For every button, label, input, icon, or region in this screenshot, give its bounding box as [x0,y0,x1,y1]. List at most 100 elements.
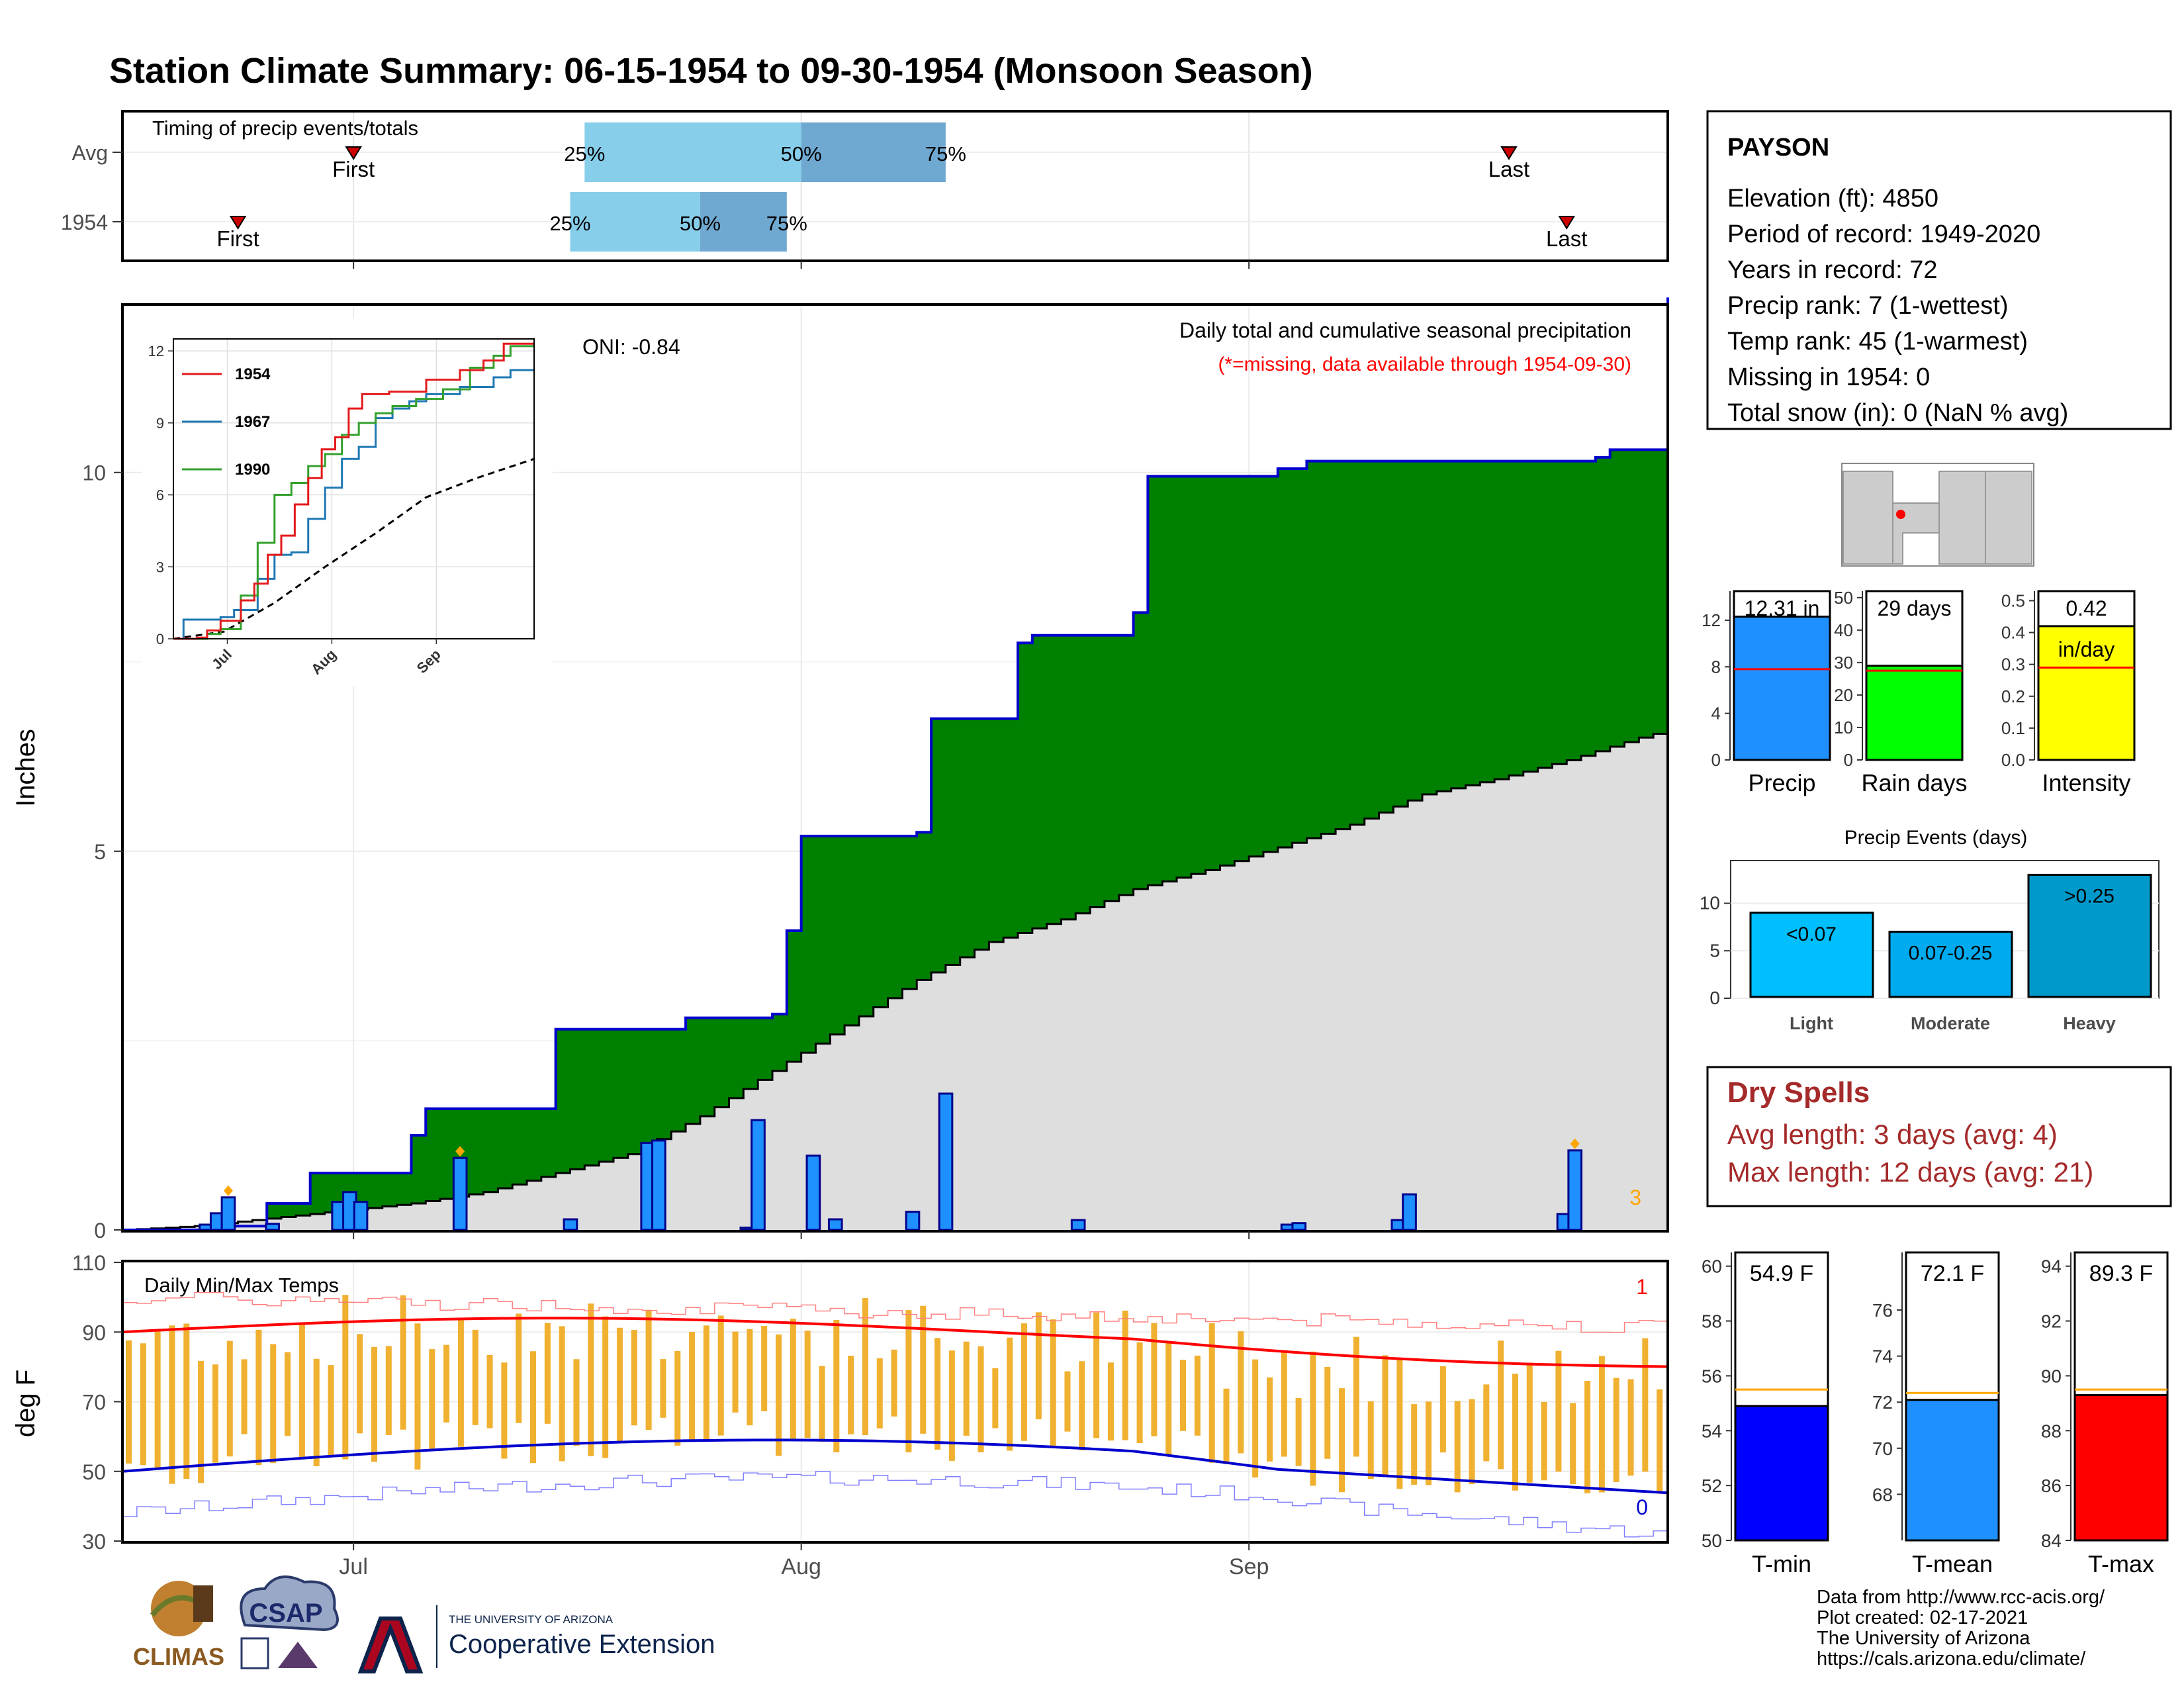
climas-text: CLIMAS [133,1643,224,1670]
daily-temp-bar [400,1295,406,1430]
station-info-line: Temp rank: 45 (1-warmest) [1727,328,2028,355]
daily-temp-bar [313,1358,320,1466]
station-frame [1706,110,2172,430]
station-info-line: Precip rank: 7 (1-wettest) [1727,292,2008,320]
month-label: Aug [781,1554,821,1579]
daily-precip-bar [651,1139,666,1231]
daily-temp-bar [689,1332,696,1442]
daily-temp-bar [1598,1356,1605,1493]
daily-temp-bar [169,1325,175,1484]
summary-tick-label: 50 [1834,588,1853,608]
daily-precip-bar [1567,1149,1583,1231]
daily-temp-bar [1035,1312,1042,1420]
timing-bar-q50-q75 [700,192,787,252]
daily-temp-bar [1223,1388,1230,1464]
month-label: Jul [339,1554,367,1579]
daily-temp-bar [285,1352,291,1436]
temp-y-tick-label: 90 [82,1321,106,1344]
daily-temp-bar [602,1316,609,1458]
summary-tick-label: 0.3 [2001,655,2025,675]
temp-summary-tick-label: 86 [2041,1476,2062,1496]
inset-y-tick-label: 3 [156,559,164,575]
daily-temp-bar [241,1359,248,1434]
dry-spells-avg: Avg length: 3 days (avg: 4) [1727,1119,2058,1150]
footer-credit-line: Plot created: 02-17-2021 [1817,1607,2028,1628]
daily-temp-bar [963,1341,970,1436]
temp-summary-tick-label: 54 [1702,1421,1722,1441]
daily-temp-bar [1165,1340,1172,1456]
daily-temp-bar [154,1331,161,1469]
daily-temp-bar [891,1349,897,1417]
summary-tick-label: 4 [1711,704,1721,724]
daily-temp-bar [1584,1380,1591,1493]
summary-axis-label: Intensity [2042,769,2130,796]
station-info-line: Period of record: 1949-2020 [1727,220,2040,248]
daily-temp-bar [948,1350,955,1461]
events-tick-label: 10 [1700,893,1720,914]
record-marker-icon [223,1185,233,1196]
temp-summary-tick-label: 58 [1702,1311,1722,1332]
daily-temp-bar [833,1319,840,1452]
timing-last-label: Last [1546,226,1587,251]
summary-bar-precip [1733,616,1831,761]
summary-bar-rain_days [1865,665,1964,761]
daily-temp-bar [1570,1403,1576,1485]
cumulative-average-area [122,729,1668,1230]
summary-tick-label: 0.4 [2001,623,2025,643]
daily-temp-bar [1555,1350,1562,1472]
daily-temp-bar [328,1365,334,1456]
daily-precip-bar [563,1218,578,1231]
oni-text: ONI: -0.84 [582,335,680,359]
daily-temp-bar [876,1358,883,1429]
temp-summary-tick-label: 52 [1702,1476,1722,1496]
daily-temp-bar [631,1330,637,1426]
daily-temp-bar [457,1320,464,1447]
summary-tick-label: 0 [1711,750,1721,770]
daily-temp-bar [443,1344,450,1423]
temp-summary-tick-label: 94 [2041,1256,2062,1277]
page-title: Station Climate Summary: 06-15-1954 to 0… [109,51,1313,91]
daily-temp-bar [140,1343,146,1466]
record-marker-icon [455,1146,465,1157]
daily-temp-bar [862,1298,868,1435]
daily-temp-bar [371,1346,377,1462]
timing-q25-label: 25% [564,142,605,165]
temp-summary-tick-label: 74 [1872,1346,1893,1367]
month-axis: Jul Aug Sep [339,1542,1269,1579]
daily-precip-bar [1070,1219,1086,1231]
daily-temp-bar [804,1331,811,1438]
temp-summary-tick-label: 92 [2041,1311,2062,1332]
daily-temp-bar [645,1309,652,1430]
temp-summary-label: T-min [1752,1550,1811,1577]
daily-temp-bar [559,1326,565,1462]
daily-temp-bar [1007,1337,1013,1451]
daily-temp-bar [1382,1355,1388,1477]
daily-temp-bar [1064,1371,1071,1432]
climas-logo: CLIMAS [133,1581,224,1670]
daily-temp-bar [1454,1401,1461,1493]
daily-temp-bar [905,1310,912,1453]
temp-summary-bar-tmean [1905,1399,2000,1542]
daily-temp-bar [1498,1340,1504,1470]
daily-temp-bar [660,1359,666,1418]
temp-title: Daily Min/Max Temps [144,1274,339,1297]
temp-y-tick-label: 50 [82,1460,106,1484]
daily-temp-bar [1541,1402,1547,1481]
daily-temp-bar [198,1360,205,1483]
daily-precip-bar [827,1218,843,1231]
summary-value-label: 0.42 [2066,596,2107,620]
dry-spells-max: Max length: 12 days (avg: 21) [1727,1156,2093,1188]
ua-big-text: Cooperative Extension [449,1630,715,1659]
tmin-count: 0 [1636,1495,1648,1519]
summary-tick-label: 0.0 [2001,750,2025,770]
inset-y-tick-label: 12 [148,343,164,359]
summary-tick-label: 40 [1834,620,1853,640]
corner-count: 3 [1629,1186,1641,1209]
daily-temp-bar [1180,1360,1187,1431]
daily-temp-bar [1093,1312,1100,1438]
temp-y-tick-label: 70 [82,1391,106,1415]
daily-precip-bar [938,1092,954,1231]
daily-temp-bar [357,1334,363,1434]
inset-background [142,319,553,686]
daily-temp-bar [544,1323,551,1424]
